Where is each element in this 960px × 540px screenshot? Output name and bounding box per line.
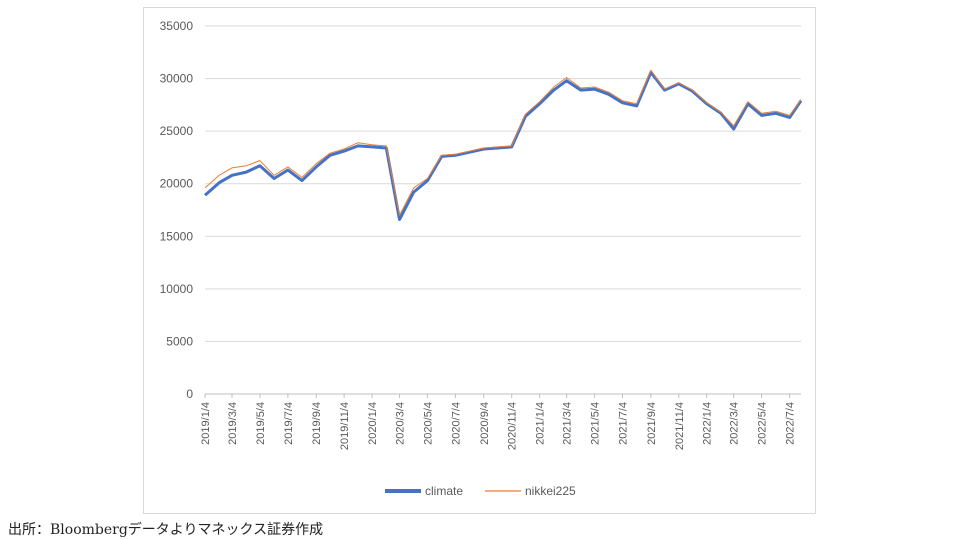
x-tick-label-2021/7/4: 2021/7/4 [617, 402, 629, 445]
x-tick-label-2020/11/4: 2020/11/4 [507, 402, 519, 450]
y-tick-label-10000: 10000 [160, 282, 194, 296]
x-tick-label-2021/11/4: 2021/11/4 [674, 402, 686, 450]
x-tick-label-2019/5/4: 2019/5/4 [255, 402, 267, 445]
x-tick-label-2019/3/4: 2019/3/4 [227, 402, 239, 445]
x-tick-label-2022/1/4: 2022/1/4 [702, 402, 714, 445]
y-tick-label-15000: 15000 [160, 229, 194, 243]
chart-frame: 0 5000 10000 15000 20000 25000 30000 35000 2019… [143, 7, 816, 514]
y-tick-label-30000: 30000 [160, 72, 194, 86]
x-tick-label-2022/7/4: 2022/7/4 [785, 402, 797, 445]
x-tick-label-2020/5/4: 2020/5/4 [422, 402, 434, 445]
x-tick-label-2020/9/4: 2020/9/4 [479, 402, 491, 445]
x-tick-label-2021/3/4: 2021/3/4 [562, 402, 574, 445]
y-tick-label-35000: 35000 [160, 19, 194, 33]
series-line-climate [204, 70, 803, 221]
y-tick-label-5000: 5000 [166, 334, 193, 348]
x-tick-label-2019/7/4: 2019/7/4 [283, 402, 295, 445]
x-tick-label-2020/1/4: 2020/1/4 [367, 402, 379, 445]
legend-label-nikkei225: nikkei225 [525, 484, 576, 498]
x-tick-label-2019/11/4: 2019/11/4 [339, 402, 351, 450]
x-tick-label-2022/5/4: 2022/5/4 [757, 402, 769, 445]
x-tick-label-2020/3/4: 2020/3/4 [395, 402, 407, 445]
legend-label-climate: climate [425, 484, 463, 498]
y-tick-label-0: 0 [186, 387, 193, 401]
y-tick-label-25000: 25000 [160, 124, 194, 138]
x-tick-label-2021/1/4: 2021/1/4 [535, 402, 547, 445]
series-line-nikkei225 [204, 69, 802, 216]
x-tick-label-2022/3/4: 2022/3/4 [729, 402, 741, 445]
series-lines [204, 69, 803, 221]
x-tick-label-2021/9/4: 2021/9/4 [646, 402, 658, 445]
y-axis-ticks: 0 5000 10000 15000 20000 25000 30000 35000 [160, 19, 194, 401]
x-tick-label-2020/7/4: 2020/7/4 [450, 402, 462, 445]
y-tick-label-20000: 20000 [160, 177, 194, 191]
line-chart: 0 5000 10000 15000 20000 25000 30000 35000 2019… [160, 19, 803, 498]
legend: climate nikkei225 [385, 484, 576, 498]
x-axis-ticks: 2019/1/4 2019/3/4 2019/5/4 2019/7/4 2019/9/4… [200, 394, 797, 450]
x-tick-label-2019/1/4: 2019/1/4 [200, 402, 212, 445]
gridlines [205, 25, 801, 395]
source-note: 出所：Bloombergデータよりマネックス証券作成 [8, 522, 324, 538]
x-tick-label-2019/9/4: 2019/9/4 [311, 402, 323, 445]
x-tick-label-2021/5/4: 2021/5/4 [590, 402, 602, 445]
